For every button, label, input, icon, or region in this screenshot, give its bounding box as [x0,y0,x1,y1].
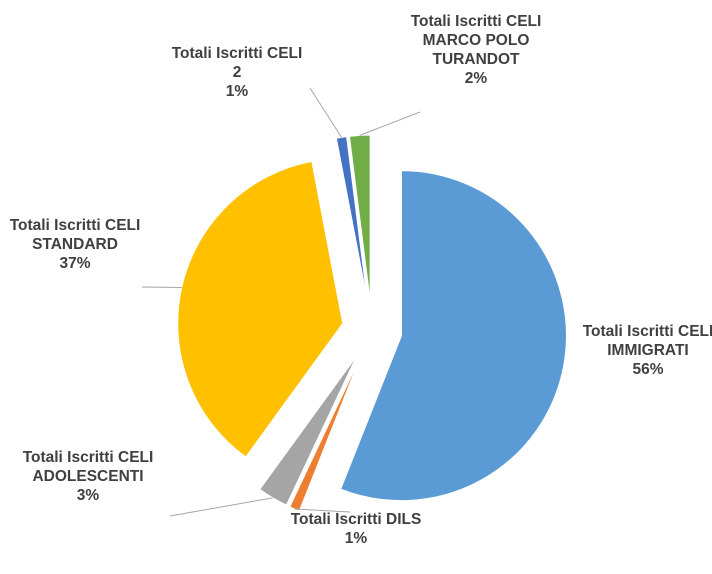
leader-line [309,87,342,138]
data-label: Totali Iscritti CELI 2 1% [168,44,306,101]
value-label: 2% [464,70,488,87]
data-label: Totali Iscritti DILS 1% [288,510,424,548]
category-label: Totali Iscritti CELI MARCO POLO TURANDOT [410,13,542,68]
pie-slice [348,134,371,301]
category-label: Totali Iscritti CELI IMMIGRATI [582,323,712,359]
data-label: Totali Iscritti CELI ADOLESCENTI 3% [22,448,154,505]
value-label: 56% [632,361,664,378]
category-label: Totali Iscritti CELI ADOLESCENTI [22,449,154,485]
value-label: 1% [225,83,249,100]
data-label: Totali Iscritti CELI IMMIGRATI 56% [578,322,712,379]
value-label: 1% [344,530,368,547]
value-label: 3% [76,487,100,504]
leader-line [359,111,421,136]
pie-slice [340,170,567,502]
leader-line [294,508,351,513]
category-label: Totali Iscritti CELI 2 [171,45,303,81]
category-label: Totali Iscritti DILS [290,511,422,528]
leader-line [169,497,273,517]
data-label: Totali Iscritti CELI MARCO POLO TURANDOT… [410,12,542,88]
category-label: Totali Iscritti CELI STANDARD [9,217,141,253]
data-label: Totali Iscritti CELI STANDARD 37% [8,216,142,273]
value-label: 37% [59,255,91,272]
